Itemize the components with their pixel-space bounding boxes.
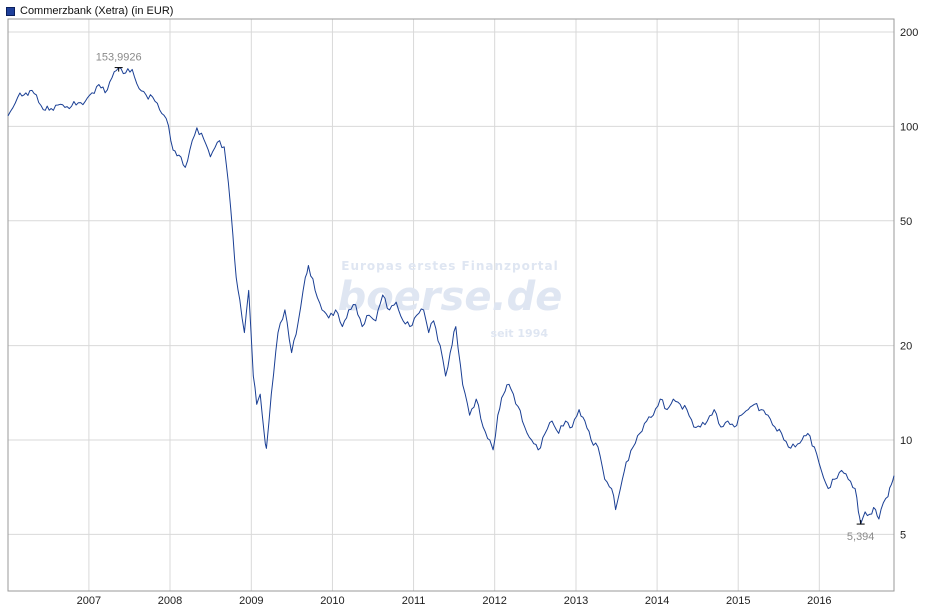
- plot-frame: [7, 18, 895, 592]
- watermark-brand: boerse.de: [338, 274, 563, 320]
- y-tick-label: 50: [900, 216, 912, 228]
- series-layer: [7, 67, 895, 525]
- legend-swatch: [6, 6, 15, 16]
- x-tick-label: 2013: [564, 595, 588, 607]
- watermark: Europas erstes Finanzportal boerse.de se…: [338, 259, 563, 340]
- price-line: [7, 67, 895, 525]
- x-tick-label: 2015: [726, 595, 750, 607]
- x-tick-label: 2012: [482, 595, 506, 607]
- y-tick-label: 20: [900, 341, 912, 353]
- x-tick-label: 2008: [158, 595, 182, 607]
- x-tick-label: 2009: [239, 595, 263, 607]
- grid: [8, 19, 894, 591]
- y-axis: 200 100 50 20 10 5: [900, 27, 918, 541]
- x-axis: 2007 2008 2009 2010 2011 2012 2013 2014 2015 2016: [77, 595, 832, 607]
- x-tick-label: 2014: [645, 595, 669, 607]
- min-value-label: 5,394: [847, 531, 875, 543]
- y-tick-label: 5: [900, 529, 906, 541]
- watermark-bottom: seit 1994: [491, 327, 549, 340]
- x-tick-label: 2016: [807, 595, 831, 607]
- chart-legend: Commerzbank (Xetra) (in EUR): [6, 3, 173, 19]
- x-tick-label: 2010: [320, 595, 344, 607]
- max-value-label: 153,9926: [96, 52, 142, 64]
- x-tick-label: 2011: [402, 595, 426, 607]
- y-tick-label: 10: [900, 435, 912, 447]
- annotations: 153,9926 5,394: [96, 52, 875, 543]
- legend-label: Commerzbank (Xetra) (in EUR): [20, 5, 174, 17]
- y-tick-label: 100: [900, 121, 918, 133]
- x-tick-label: 2007: [77, 595, 101, 607]
- y-tick-label: 200: [900, 27, 918, 39]
- watermark-top: Europas erstes Finanzportal: [341, 259, 558, 273]
